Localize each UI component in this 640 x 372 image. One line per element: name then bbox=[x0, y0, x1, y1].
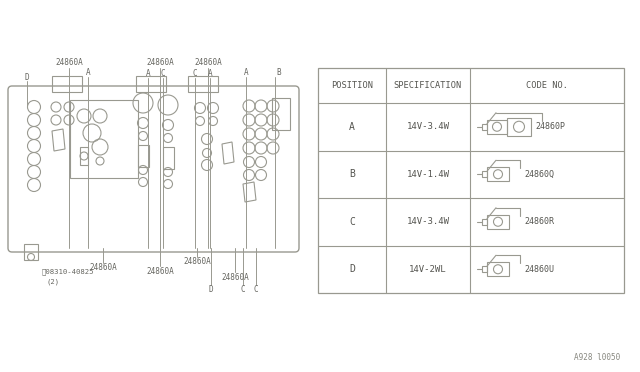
Text: 24860U: 24860U bbox=[524, 265, 554, 274]
Text: 24860A: 24860A bbox=[146, 58, 174, 67]
Text: 24860P: 24860P bbox=[535, 122, 565, 131]
Text: 14V-3.4W: 14V-3.4W bbox=[406, 217, 449, 226]
Text: 24860A: 24860A bbox=[146, 267, 174, 276]
Text: 24860Q: 24860Q bbox=[524, 170, 554, 179]
Bar bbox=[487, 215, 509, 229]
Bar bbox=[52, 76, 82, 92]
Text: 24860A: 24860A bbox=[89, 263, 117, 273]
Text: B: B bbox=[349, 169, 355, 179]
Bar bbox=[482, 124, 487, 130]
Text: A: A bbox=[146, 68, 150, 77]
Bar bbox=[70, 100, 138, 178]
Text: CODE NO.: CODE NO. bbox=[526, 80, 568, 90]
Bar bbox=[136, 76, 166, 92]
Text: 24860A: 24860A bbox=[183, 257, 211, 266]
Bar bbox=[487, 120, 507, 134]
Text: 24860A: 24860A bbox=[55, 58, 83, 67]
Text: (2): (2) bbox=[47, 279, 60, 285]
Text: D: D bbox=[349, 264, 355, 274]
Text: C: C bbox=[253, 285, 259, 295]
Bar bbox=[487, 262, 509, 276]
Bar bbox=[482, 171, 487, 177]
Text: C: C bbox=[161, 68, 165, 77]
Bar bbox=[272, 98, 290, 130]
Text: A: A bbox=[208, 68, 212, 77]
Text: POSITION: POSITION bbox=[331, 80, 373, 90]
Text: C: C bbox=[241, 285, 245, 295]
Text: 24860R: 24860R bbox=[524, 217, 554, 226]
Bar bbox=[163, 147, 174, 169]
Text: B: B bbox=[276, 67, 282, 77]
Text: 24860A: 24860A bbox=[194, 58, 222, 67]
Text: 14V-3.4W: 14V-3.4W bbox=[406, 122, 449, 131]
Text: A928 l0050: A928 l0050 bbox=[573, 353, 620, 362]
Bar bbox=[138, 145, 149, 167]
Text: 14V-2WL: 14V-2WL bbox=[409, 265, 447, 274]
Bar bbox=[482, 266, 487, 272]
Bar bbox=[507, 118, 531, 136]
Bar bbox=[487, 167, 509, 181]
Text: D: D bbox=[25, 73, 29, 81]
Text: SPECIFICATION: SPECIFICATION bbox=[394, 80, 462, 90]
Bar bbox=[24, 244, 38, 260]
Bar bbox=[80, 147, 88, 165]
Text: C: C bbox=[193, 68, 197, 77]
Bar bbox=[188, 76, 218, 92]
Text: D: D bbox=[209, 285, 213, 295]
Bar bbox=[318, 68, 624, 293]
Text: C: C bbox=[349, 217, 355, 227]
Text: A: A bbox=[349, 122, 355, 132]
Text: A: A bbox=[86, 67, 90, 77]
Text: 14V-1.4W: 14V-1.4W bbox=[406, 170, 449, 179]
Bar bbox=[482, 219, 487, 225]
Text: 24860A: 24860A bbox=[221, 273, 249, 282]
Text: A: A bbox=[244, 67, 248, 77]
Text: Ⓜ08310-40825: Ⓜ08310-40825 bbox=[42, 269, 95, 275]
